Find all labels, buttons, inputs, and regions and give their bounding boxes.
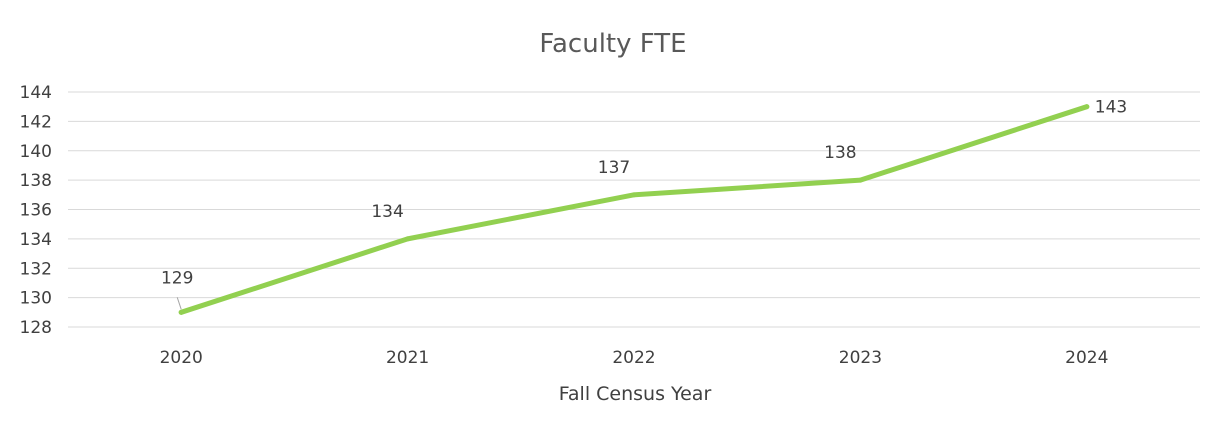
x-tick-label: 2022 (612, 348, 655, 368)
data-point (631, 192, 637, 198)
data-label: 137 (598, 158, 630, 178)
data-label: 134 (371, 202, 403, 222)
chart-title: Faculty FTE (539, 29, 686, 59)
y-tick-label: 136 (20, 201, 52, 221)
y-axis-ticks: 128 130 132 134 136 138 140 142 144 (20, 83, 52, 338)
data-label: 143 (1095, 98, 1127, 118)
x-tick-label: 2023 (839, 348, 882, 368)
data-point (405, 236, 411, 242)
series-layer (178, 104, 1090, 315)
leader-line (176, 297, 182, 310)
y-tick-label: 144 (20, 83, 52, 103)
data-point (178, 309, 184, 315)
x-axis-ticks: 2020 2021 2022 2023 2024 (160, 348, 1109, 368)
y-tick-label: 142 (20, 112, 52, 132)
data-point (857, 177, 863, 183)
y-tick-label: 140 (20, 142, 52, 162)
data-labels: 129 134 137 138 143 (161, 98, 1127, 310)
x-tick-label: 2020 (160, 348, 203, 368)
y-tick-label: 132 (20, 259, 52, 279)
y-tick-label: 138 (20, 171, 52, 191)
data-label: 129 (161, 268, 193, 288)
x-tick-label: 2024 (1065, 348, 1108, 368)
y-tick-label: 128 (20, 318, 52, 338)
x-axis-title: Fall Census Year (559, 383, 712, 405)
gridlines (68, 91, 1200, 328)
x-tick-label: 2021 (386, 348, 429, 368)
y-tick-label: 130 (20, 289, 52, 309)
y-tick-label: 134 (20, 230, 52, 250)
data-label: 138 (824, 143, 856, 163)
data-point (1084, 104, 1090, 110)
